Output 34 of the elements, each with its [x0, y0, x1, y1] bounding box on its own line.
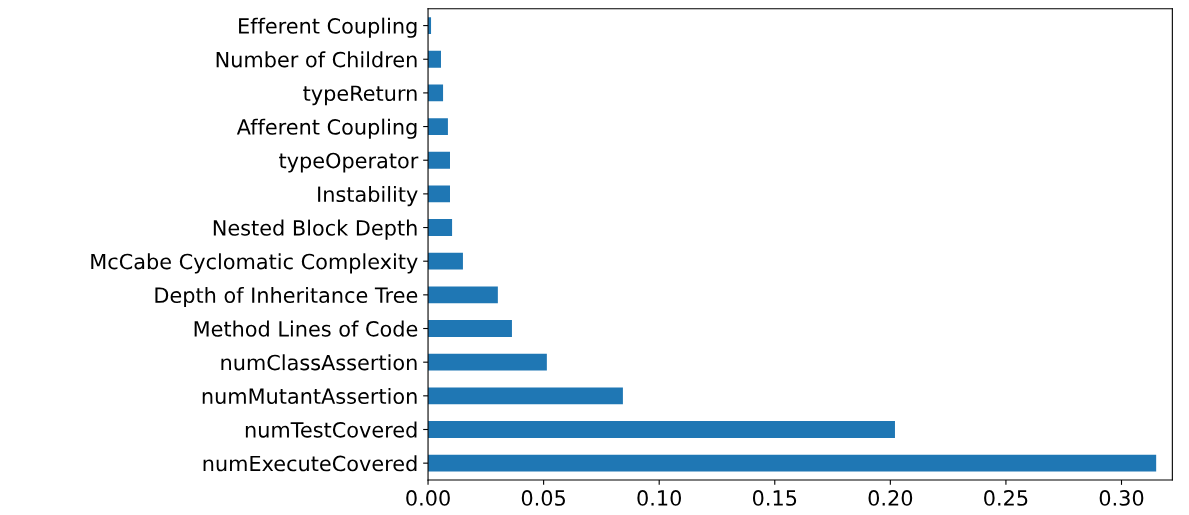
bar — [428, 320, 512, 337]
bar — [428, 151, 450, 169]
y-tick-label: numTestCovered — [245, 421, 417, 438]
bar — [428, 421, 895, 438]
bar — [428, 252, 463, 270]
x-tick-label: 0.10 — [637, 490, 681, 506]
x-tick-label: 0.20 — [868, 490, 913, 506]
bar — [428, 50, 441, 68]
bar — [428, 387, 623, 405]
x-tick-label: 0.25 — [984, 490, 1028, 506]
y-tick-label: Efferent Coupling — [239, 17, 417, 38]
x-tick-label: 0.30 — [1099, 490, 1144, 506]
y-tick-label: typeOperator — [279, 152, 419, 173]
x-tick-label: 0.15 — [752, 490, 797, 506]
bar — [428, 454, 1157, 472]
y-tick-label: numMutantAssertion — [202, 387, 417, 405]
x-tick-label: 0.00 — [406, 490, 450, 506]
y-tick-label: Instability — [318, 185, 418, 207]
bar — [428, 84, 444, 102]
y-tick-label: numExecuteCovered — [203, 455, 417, 472]
bar — [428, 353, 547, 371]
y-tick-label: Nested Block Depth — [213, 219, 417, 240]
x-tick-label: 0.05 — [521, 490, 565, 506]
bar — [428, 118, 448, 135]
y-tick-label: Depth of Inheritance Tree — [155, 286, 418, 308]
y-tick-label: numClassAssertion — [221, 354, 417, 371]
y-tick-label: McCabe Cyclomatic Complexity — [91, 253, 418, 274]
bar — [428, 286, 498, 304]
y-tick-label: Method Lines of Code — [194, 320, 418, 337]
bar — [428, 185, 450, 203]
y-tick-label: Number of Children — [216, 51, 417, 68]
bar — [428, 219, 453, 236]
y-tick-label: Afferent Coupling — [236, 118, 417, 139]
y-tick-label: typeReturn — [303, 85, 417, 106]
